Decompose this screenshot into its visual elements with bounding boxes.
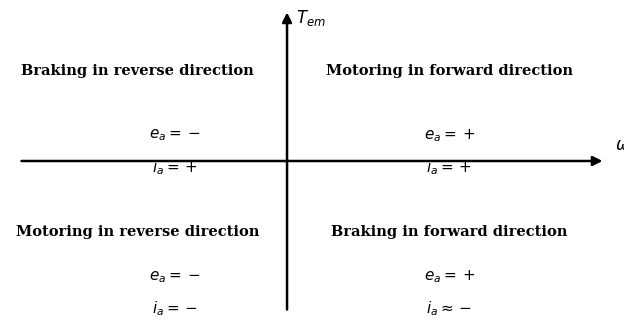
Text: $\omega_m$: $\omega_m$: [615, 137, 624, 155]
Text: $e_a = -$: $e_a = -$: [149, 128, 200, 143]
Text: $e_a = +$: $e_a = +$: [424, 269, 475, 285]
Text: $i_a = +$: $i_a = +$: [152, 158, 198, 177]
Text: $e_a = +$: $e_a = +$: [424, 127, 475, 144]
Text: $i_a \approx -$: $i_a \approx -$: [426, 300, 472, 318]
Text: Motoring in forward direction: Motoring in forward direction: [326, 64, 573, 78]
Text: Braking in reverse direction: Braking in reverse direction: [21, 64, 253, 78]
Text: $i_a = -$: $i_a = -$: [152, 300, 198, 318]
Text: Motoring in reverse direction: Motoring in reverse direction: [16, 225, 259, 239]
Text: $T_{em}$: $T_{em}$: [296, 8, 326, 28]
Text: $e_a = -$: $e_a = -$: [149, 269, 200, 285]
Text: Braking in forward direction: Braking in forward direction: [331, 225, 567, 239]
Text: $i_a = +$: $i_a = +$: [426, 158, 472, 177]
